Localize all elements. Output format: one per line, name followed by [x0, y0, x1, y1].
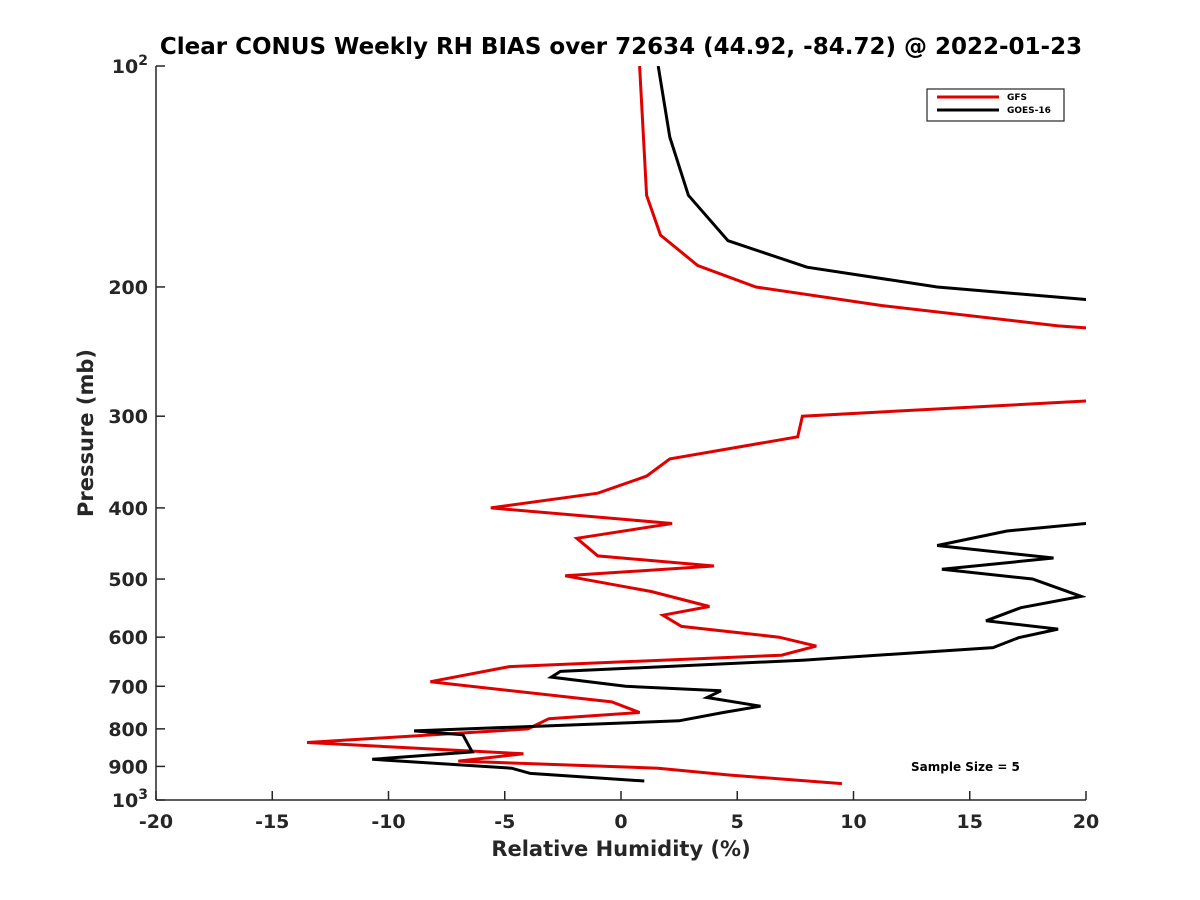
- y-ticks: 102 200 300 400 500 600 700 800 900 103: [108, 53, 165, 812]
- x-tick-label: -15: [255, 811, 289, 833]
- x-ticks: -20 -15 -10 -5 0 5 10 15 20: [139, 791, 1099, 833]
- plot-area: [156, 66, 1086, 800]
- chart-title: Clear CONUS Weekly RH BIAS over 72634 (4…: [160, 34, 1082, 60]
- y-tick-label: 400: [108, 498, 148, 520]
- y-tick-label: 300: [108, 406, 148, 428]
- y-tick-label: 700: [108, 676, 148, 698]
- legend-box: [926, 88, 1065, 122]
- series-line-gfs: [307, 66, 1086, 786]
- x-axis-label: Relative Humidity (%): [491, 837, 750, 861]
- legend-label-gfs: GFS: [1007, 93, 1027, 103]
- y-tick-label: 200: [108, 277, 148, 299]
- x-tick-label: -5: [494, 811, 515, 833]
- x-tick-label: 15: [957, 811, 983, 833]
- x-tick-label: 20: [1073, 811, 1099, 833]
- x-tick-label: 5: [731, 811, 744, 833]
- x-tick-label: -10: [371, 811, 405, 833]
- y-tick-label: 600: [108, 627, 148, 649]
- x-tick-label: -20: [139, 811, 173, 833]
- x-tick-label: 0: [614, 811, 627, 833]
- y-tick-label: 102: [112, 53, 148, 78]
- sample-size-annotation: Sample Size = 5: [911, 760, 1020, 774]
- y-tick-label: 103: [112, 787, 148, 812]
- legend-label-goes16: GOES-16: [1007, 106, 1051, 116]
- y-axis-label: Pressure (mb): [74, 349, 98, 517]
- series-layer: [307, 66, 1086, 786]
- series-line-goes-16: [372, 66, 1086, 783]
- x-tick-label: 10: [840, 811, 866, 833]
- y-tick-label: 800: [108, 719, 148, 741]
- legend: GFS GOES-16: [926, 88, 1065, 122]
- y-tick-label: 900: [108, 756, 148, 778]
- y-tick-label: 500: [108, 569, 148, 591]
